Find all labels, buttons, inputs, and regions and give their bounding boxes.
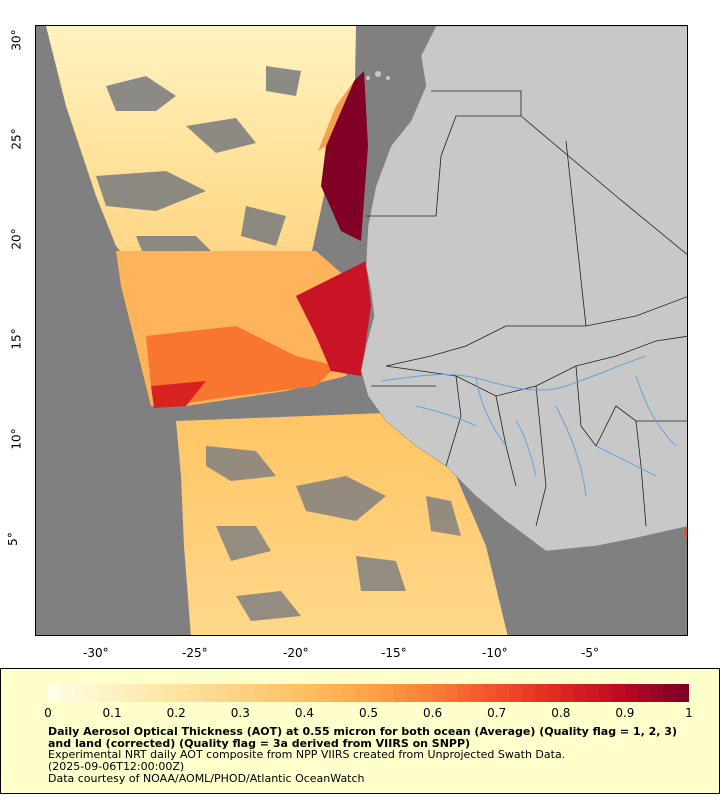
colorbar-segment bbox=[599, 684, 613, 702]
canary-islands bbox=[375, 71, 381, 77]
colorbar-segment bbox=[86, 684, 100, 702]
legend-title: Daily Aerosol Optical Thickness (AOT) at… bbox=[48, 725, 677, 750]
legend-credit: Data courtesy of NOAA/AOML/PHOD/Atlantic… bbox=[48, 772, 365, 785]
colorbar-segment bbox=[60, 684, 75, 702]
lon-tick-label: -5° bbox=[581, 646, 599, 660]
colorbar-segment bbox=[483, 684, 498, 702]
lat-tick-label: 25° bbox=[9, 128, 24, 150]
colorbar-segment bbox=[406, 684, 421, 702]
colorbar-tick-label: 1 bbox=[685, 706, 693, 720]
colorbar-segment bbox=[176, 684, 190, 702]
colorbar-tick-label: 0.3 bbox=[230, 706, 250, 720]
colorbar-segment bbox=[381, 684, 395, 702]
lat-tick-label: 10° bbox=[9, 428, 24, 450]
legend-subtitle: Experimental NRT daily AOT composite fro… bbox=[48, 748, 566, 761]
colorbar-segment bbox=[445, 684, 459, 702]
colorbar-segment bbox=[496, 684, 511, 702]
colorbar-segment bbox=[227, 684, 241, 702]
colorbar-segment bbox=[560, 684, 575, 702]
colorbar-tick-label: 0.4 bbox=[294, 706, 314, 720]
colorbar-segment bbox=[368, 684, 382, 702]
colorbar-segment bbox=[547, 684, 562, 702]
lon-tick-label: -25° bbox=[182, 646, 208, 660]
lat-tick-label: 20° bbox=[9, 228, 24, 250]
dust-plume-edge bbox=[318, 81, 354, 151]
colorbar-tick-label: 0.2 bbox=[166, 706, 186, 720]
colorbar-tick-label: 0 bbox=[44, 706, 52, 720]
lon-tick-label: -10° bbox=[482, 646, 508, 660]
swath-south-gaps bbox=[206, 446, 461, 621]
colorbar-segment bbox=[663, 684, 677, 702]
colorbar-tick-label: 0.7 bbox=[487, 706, 507, 720]
canary-islands-3 bbox=[386, 76, 390, 80]
lat-tick-label: 5° bbox=[5, 532, 20, 546]
colorbar-segment bbox=[419, 684, 434, 702]
colorbar-segment bbox=[201, 684, 216, 702]
colorbar-segment bbox=[509, 684, 523, 702]
colorbar-segment bbox=[317, 684, 331, 702]
lon-tick-label: -15° bbox=[381, 646, 407, 660]
colorbar-segment bbox=[522, 684, 536, 702]
colorbar-segment bbox=[150, 684, 164, 702]
coast-right-red bbox=[684, 528, 687, 540]
colorbar-segment bbox=[471, 684, 485, 702]
colorbar-segment bbox=[330, 684, 344, 702]
rivers bbox=[380, 355, 677, 497]
colorbar-tick-label: 0.8 bbox=[551, 706, 571, 720]
colorbar-segment bbox=[291, 684, 305, 702]
colorbar-tick-label: 0.5 bbox=[358, 706, 379, 720]
colorbar-tick-label: 0.6 bbox=[423, 706, 443, 720]
aot-map[interactable] bbox=[36, 26, 688, 636]
colorbar-segment bbox=[163, 684, 177, 702]
colorbar-segment bbox=[394, 684, 408, 702]
colorbar-segment bbox=[99, 684, 113, 702]
swath-gaps bbox=[96, 66, 301, 261]
lon-tick-label: -20° bbox=[283, 646, 309, 660]
colorbar-segment bbox=[624, 684, 639, 702]
colorbar-segment bbox=[278, 684, 293, 702]
colorbar-segment bbox=[137, 684, 152, 702]
colorbar-segment bbox=[253, 684, 267, 702]
legend-date: (2025-09-06T12:00:00Z) bbox=[48, 760, 185, 773]
colorbar-segment bbox=[458, 684, 472, 702]
colorbar bbox=[48, 684, 689, 702]
colorbar-tick-label: 0.1 bbox=[102, 706, 122, 720]
swath-middle-red bbox=[151, 381, 206, 408]
colorbar-segment bbox=[637, 684, 652, 702]
colorbar-segment bbox=[676, 684, 689, 702]
colorbar-segment bbox=[535, 684, 549, 702]
lat-tick-label: 30° bbox=[9, 29, 24, 51]
colorbar-segment bbox=[48, 684, 62, 702]
coast-red-patch bbox=[296, 261, 371, 376]
colorbar-segment bbox=[189, 684, 203, 702]
colorbar-segment bbox=[304, 684, 318, 702]
colorbar-segment bbox=[586, 684, 600, 702]
land-africa bbox=[360, 26, 687, 552]
colorbar-segment bbox=[573, 684, 588, 702]
colorbar-segment bbox=[240, 684, 254, 702]
colorbar-segment bbox=[124, 684, 139, 702]
lon-tick-label: -30° bbox=[83, 646, 109, 660]
dust-plume bbox=[321, 71, 368, 241]
colorbar-segment bbox=[73, 684, 88, 702]
colorbar-segment bbox=[355, 684, 370, 702]
colorbar-segment bbox=[112, 684, 126, 702]
canary-islands-2 bbox=[366, 76, 370, 80]
colorbar-segment bbox=[432, 684, 447, 702]
colorbar-segment bbox=[342, 684, 357, 702]
lat-tick-label: 15° bbox=[9, 328, 24, 350]
colorbar-segment bbox=[265, 684, 280, 702]
colorbar-segment bbox=[214, 684, 229, 702]
colorbar-segment bbox=[612, 684, 626, 702]
map-frame[interactable] bbox=[35, 25, 688, 636]
colorbar-tick-label: 0.9 bbox=[615, 706, 635, 720]
colorbar-segment bbox=[650, 684, 664, 702]
